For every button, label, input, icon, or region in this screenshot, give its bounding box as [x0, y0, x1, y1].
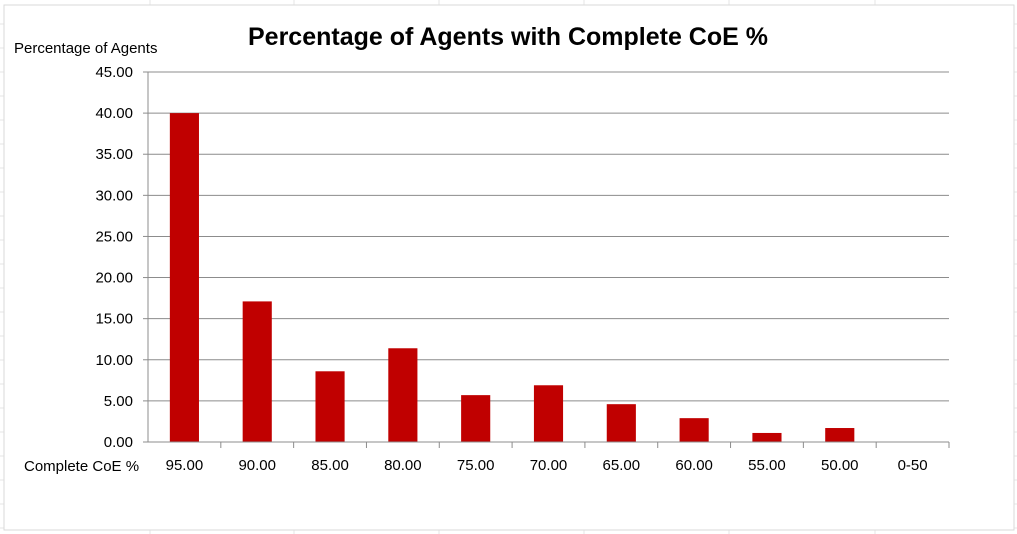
x-tick-label: 75.00 — [457, 457, 495, 474]
x-tick-label: 55.00 — [748, 457, 786, 474]
x-tick-label: 0-50 — [898, 457, 928, 474]
x-tick-label: 50.00 — [821, 457, 859, 474]
bar — [533, 385, 564, 442]
x-tick-label: 70.00 — [530, 457, 568, 474]
x-tick-label: 60.00 — [675, 457, 713, 474]
y-tick-label: 30.00 — [95, 187, 133, 204]
y-tick-label: 5.00 — [104, 393, 133, 410]
chart-area — [3, 4, 1015, 531]
x-tick-label: 80.00 — [384, 457, 422, 474]
bar — [606, 404, 636, 442]
bar — [825, 428, 855, 442]
x-tick-labels: 95.00 90.00 85.00 80.00 75.00 70.00 65.00 60.00… — [166, 457, 928, 474]
x-axis — [147, 72, 950, 448]
bar — [752, 432, 782, 442]
bar — [169, 113, 199, 442]
y-tick-label: 0.00 — [104, 434, 133, 451]
y-tick-labels: 0.00 5.00 10.00 15.00 20.00 25.00 30.00 35.00 40… — [95, 64, 133, 451]
bar — [679, 418, 709, 442]
x-tick-label: 85.00 — [311, 457, 349, 474]
x-tick-label: 95.00 — [166, 457, 204, 474]
bar — [388, 348, 418, 442]
x-axis-label: Complete CoE % — [24, 458, 139, 475]
y-tick-label: 15.00 — [95, 311, 133, 328]
bar — [242, 301, 272, 442]
bar — [315, 371, 345, 442]
bar — [461, 395, 491, 442]
y-axis-label: Percentage of Agents — [14, 40, 157, 57]
bar-series — [169, 113, 855, 442]
chart-title: Percentage of Agents with Complete CoE % — [248, 23, 768, 51]
y-tick-label: 40.00 — [95, 105, 133, 122]
y-tick-label: 10.00 — [95, 352, 133, 369]
y-tick-label: 20.00 — [95, 270, 133, 287]
y-tick-label: 25.00 — [95, 228, 133, 245]
x-tick-label: 65.00 — [603, 457, 641, 474]
x-tick-label: 90.00 — [238, 457, 276, 474]
y-tick-label: 35.00 — [95, 146, 133, 163]
y-tick-label: 45.00 — [95, 64, 133, 81]
